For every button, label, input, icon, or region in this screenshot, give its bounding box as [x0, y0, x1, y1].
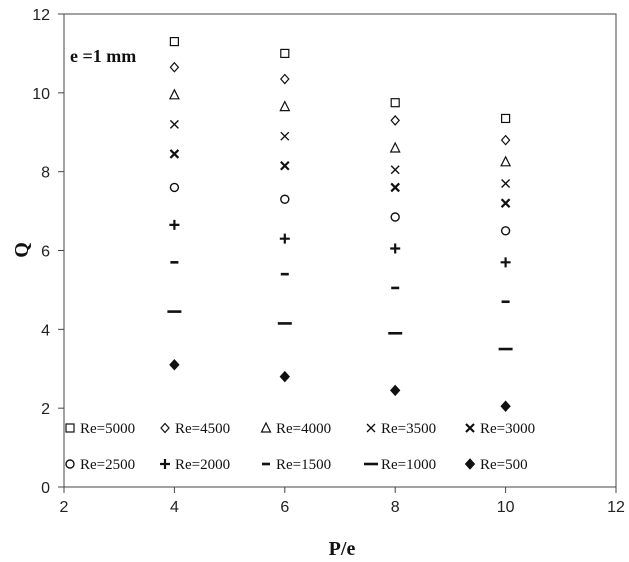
data-point	[280, 48, 290, 59]
data-point	[280, 194, 290, 204]
data-point	[280, 160, 290, 171]
data-point	[169, 149, 180, 159]
data-point	[168, 88, 180, 100]
data-points	[167, 36, 513, 412]
legend-marker	[65, 423, 75, 433]
data-point	[280, 131, 290, 141]
data-point	[279, 370, 290, 383]
y-tick-label: 2	[41, 401, 50, 418]
plot-frame	[63, 13, 617, 488]
data-point	[279, 73, 290, 85]
x-axis-title: P/e	[329, 538, 356, 560]
legend-item: Re=500	[464, 457, 528, 473]
legend-item: Re=5000	[65, 421, 135, 437]
y-tick-label: 0	[41, 480, 50, 497]
annotation-label: e =1 mm	[70, 46, 136, 66]
x-tick-label: 6	[280, 499, 289, 516]
legend-item: Re=2000	[160, 457, 230, 473]
data-point	[500, 198, 511, 208]
series-re-1500	[170, 261, 510, 304]
series-re-2500	[169, 182, 511, 236]
series-re-3000	[169, 149, 511, 208]
data-point	[169, 359, 180, 371]
data-point	[169, 182, 180, 193]
legend-label: Re=3000	[480, 421, 535, 437]
data-point	[501, 178, 511, 188]
data-point	[390, 384, 401, 397]
data-point	[169, 61, 180, 73]
legend-label: Re=1500	[276, 457, 331, 473]
legend-marker	[65, 459, 75, 469]
data-point	[390, 98, 400, 108]
data-point	[279, 100, 291, 112]
y-axis-title: Q	[11, 242, 33, 258]
data-point	[169, 36, 179, 47]
series-re-500	[169, 359, 511, 412]
data-point	[501, 113, 511, 124]
data-point	[500, 155, 512, 167]
legend-marker	[465, 423, 475, 433]
data-point	[500, 226, 511, 236]
legend-marker	[464, 458, 476, 470]
legend-label: Re=2000	[175, 457, 230, 473]
data-point	[500, 134, 511, 146]
legend-item: Re=2500	[65, 457, 135, 473]
data-point	[390, 212, 400, 222]
data-point	[390, 165, 400, 175]
data-point	[390, 243, 401, 254]
data-point	[279, 233, 290, 244]
series-re-3500	[169, 119, 511, 188]
data-point	[169, 219, 180, 230]
data-point	[390, 115, 401, 126]
series-re-4000	[168, 88, 512, 167]
legend-label: Re=5000	[80, 421, 135, 437]
series-re-1000	[167, 310, 513, 351]
legend-item: Re=4500	[160, 421, 230, 437]
data-point	[500, 400, 511, 412]
y-tick-label: 12	[32, 7, 50, 24]
legend-label: Re=4000	[276, 421, 331, 437]
x-tick-label: 4	[170, 499, 179, 516]
legend-marker	[366, 423, 376, 433]
series-re-4500	[169, 61, 511, 146]
legend-label: Re=3500	[381, 421, 436, 437]
legend-label: Re=2500	[80, 457, 135, 473]
legend-label: Re=4500	[175, 421, 230, 437]
legend-marker	[160, 422, 170, 434]
series-re-5000	[169, 36, 511, 124]
series-re-2000	[169, 219, 511, 268]
y-tick-label: 8	[41, 165, 50, 182]
data-point	[389, 141, 401, 153]
y-tick-label: 10	[32, 86, 50, 103]
legend-label: Re=1000	[381, 457, 436, 473]
legend-label: Re=500	[480, 457, 528, 473]
x-tick-label: 10	[497, 499, 515, 516]
x-tick-label: 8	[391, 499, 400, 516]
x-tick-label: 2	[60, 499, 69, 516]
x-tick-label: 12	[607, 499, 625, 516]
y-tick-label: 6	[41, 244, 50, 261]
data-point	[169, 119, 179, 129]
legend: Re=5000 Re=4500 Re=4000 Re=3500 Re=3000 Re=25…	[65, 421, 535, 473]
legend-item: Re=4000	[260, 421, 331, 437]
legend-marker	[260, 421, 272, 433]
legend-item: Re=1500	[262, 457, 331, 473]
y-tick-label: 4	[41, 322, 50, 339]
legend-marker	[160, 459, 170, 469]
legend-item: Re=1000	[364, 457, 436, 473]
legend-item: Re=3000	[465, 421, 535, 437]
data-point	[390, 182, 400, 193]
data-point	[500, 257, 511, 268]
legend-item: Re=3500	[366, 421, 436, 437]
